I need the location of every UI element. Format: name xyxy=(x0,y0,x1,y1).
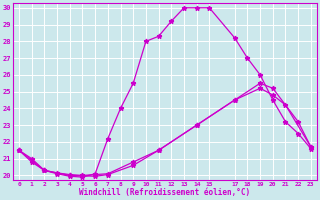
X-axis label: Windchill (Refroidissement éolien,°C): Windchill (Refroidissement éolien,°C) xyxy=(79,188,251,197)
